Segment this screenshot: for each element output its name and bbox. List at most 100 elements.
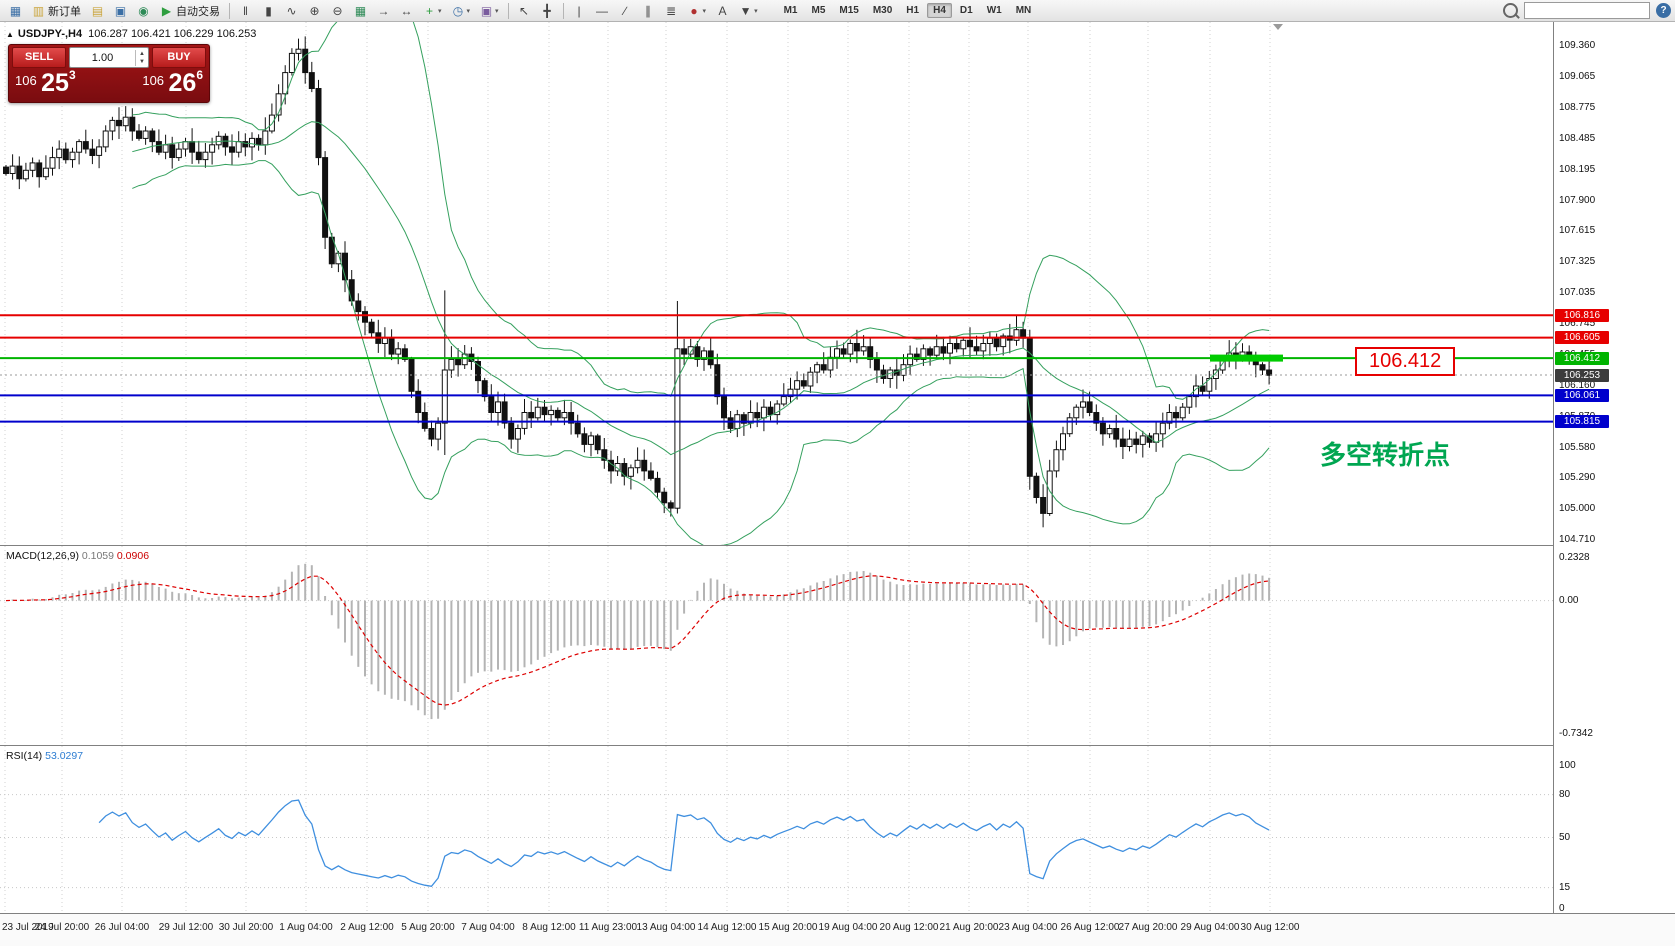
volume-increase-button[interactable]: ▲ — [139, 50, 145, 57]
timeframe-mn-button[interactable]: MN — [1015, 5, 1032, 16]
price-axis-label: 109.360 — [1559, 39, 1596, 51]
dropdown-arrow-icon: ▾ — [466, 7, 471, 15]
autotrading-button[interactable]: ▶ 自动交易 — [156, 1, 224, 21]
timeframe-m1-button[interactable]: M1 — [783, 5, 798, 16]
price-tag: 106.061 — [1555, 388, 1609, 402]
sell-price: 106 253 — [15, 68, 76, 97]
timeframe-w1-button[interactable]: W1 — [986, 5, 1002, 16]
horizontal-line-icon[interactable]: — — [592, 1, 613, 21]
price-axis-label: 108.775 — [1559, 102, 1596, 114]
arrows-icon: ▼ — [739, 3, 752, 18]
buy-button[interactable]: BUY — [152, 47, 206, 68]
time-axis-label: 7 Aug 04:00 — [461, 922, 515, 933]
volume-input[interactable]: 1.00 — [91, 51, 114, 64]
price-axis[interactable]: 109.360 109.065 108.775 108.485 108.195 107.9… — [1553, 22, 1675, 914]
templates-icon: ▣ — [480, 3, 493, 18]
price-axis-label: 108.195 — [1559, 163, 1596, 175]
macd-axis-label: -0.7342 — [1559, 728, 1593, 740]
trendline-icon: ∕ — [624, 3, 627, 18]
bollinger-bands — [132, 22, 1270, 545]
time-axis-label: 30 Jul 20:00 — [218, 922, 274, 933]
timeframe-h4-button[interactable]: H4 — [927, 3, 952, 18]
new-order-button-label: 新订单 — [48, 5, 81, 18]
profiles-icon: ▣ — [114, 3, 127, 18]
main-chart-canvas[interactable] — [0, 22, 1553, 545]
candlestick-icon[interactable]: ▮ — [258, 1, 279, 21]
one-click-toggle-icon[interactable]: ▲ — [6, 30, 14, 39]
toolbar-separator — [507, 2, 509, 19]
toolbar-separator — [562, 2, 564, 19]
time-axis-label: 8 Aug 12:00 — [522, 922, 576, 933]
cursor-icon[interactable]: ↖ — [514, 1, 535, 21]
chart-shift-icon[interactable]: ↔ — [396, 1, 417, 21]
price-tag: 106.412 — [1555, 351, 1609, 365]
line-chart-icon[interactable]: ∿ — [281, 1, 302, 21]
charts-icon[interactable]: ▤ — [87, 1, 108, 21]
app-icon[interactable]: ▦ — [5, 1, 26, 21]
zoom-in-icon: ⊕ — [309, 3, 320, 18]
connection-icon[interactable]: ◉ — [133, 1, 154, 21]
indicators-icon: + — [425, 3, 433, 18]
sell-button[interactable]: SELL — [12, 47, 66, 68]
timeframe-group: M1 M5 M15 M30 H1 H4 D1 W1 MN — [777, 3, 1039, 18]
search-input[interactable] — [1524, 2, 1650, 19]
zoom-in-icon[interactable]: ⊕ — [304, 1, 325, 21]
dropdown-arrow-icon: ▾ — [495, 7, 499, 15]
indicators-icon[interactable]: + ▾ — [419, 1, 446, 21]
price-axis-label: 107.615 — [1559, 225, 1596, 237]
zoom-out-icon[interactable]: ⊖ — [327, 1, 348, 21]
time-axis-label: 26 Aug 12:00 — [1060, 922, 1120, 933]
fibonacci-icon[interactable]: ≣ — [661, 1, 682, 21]
price-axis-label: 107.035 — [1559, 286, 1596, 298]
templates-icon[interactable]: ▣ ▾ — [476, 1, 503, 21]
bar-chart-icon[interactable]: ‖ — [235, 1, 256, 21]
text-icon[interactable]: A — [712, 1, 733, 21]
crosshair-icon[interactable]: ╋ — [537, 1, 558, 21]
zoom-out-icon: ⊖ — [332, 3, 343, 18]
shapes-icon[interactable]: ● ▾ — [684, 1, 711, 21]
price-axis-label: 105.290 — [1559, 472, 1596, 484]
horizontal-level-lines[interactable] — [0, 314, 1553, 423]
price-axis-label: 109.065 — [1559, 71, 1596, 83]
macd-axis-label: 0.00 — [1559, 594, 1579, 606]
timeframe-m5-button[interactable]: M5 — [811, 5, 826, 16]
rsi-canvas[interactable] — [0, 746, 1553, 913]
time-axis-label: 19 Aug 04:00 — [818, 922, 878, 933]
macd-pane: MACD(12,26,9) 0.1059 0.0906 — [0, 545, 1553, 745]
chart-shift-icon: ↔ — [400, 3, 413, 18]
dropdown-arrow-icon: ▾ — [702, 7, 707, 15]
time-axis-label: 30 Aug 12:00 — [1240, 922, 1300, 933]
macd-canvas[interactable] — [0, 546, 1553, 745]
auto-scroll-icon[interactable]: → — [373, 1, 394, 21]
shapes-icon: ● — [690, 3, 698, 18]
dropdown-arrow-icon: ▾ — [754, 7, 758, 15]
price-level-label[interactable]: 106.412 — [1355, 347, 1456, 376]
vertical-line-icon[interactable]: | — [569, 1, 590, 21]
arrows-icon[interactable]: ▼ ▾ — [735, 1, 762, 21]
trendline-icon[interactable]: ∕ — [615, 1, 636, 21]
time-axis-label: 23 Jul 2019 — [2, 922, 54, 933]
timeframe-h1-button[interactable]: H1 — [906, 5, 920, 16]
periods-icon[interactable]: ◷ ▾ — [448, 1, 475, 21]
price-tag: 105.815 — [1555, 415, 1609, 429]
volume-decrease-button[interactable]: ▼ — [139, 58, 145, 65]
channel-icon: ∥ — [645, 3, 652, 18]
chart-shift-marker[interactable] — [1273, 24, 1283, 30]
auto-scroll-icon: → — [377, 3, 390, 18]
help-icon[interactable]: ? — [1656, 3, 1671, 18]
timeframe-d1-button[interactable]: D1 — [959, 5, 973, 16]
profiles-icon[interactable]: ▣ — [110, 1, 131, 21]
turning-point-annotation: 多空转折点 — [1320, 441, 1451, 471]
autotrading-button-label: 自动交易 — [176, 5, 220, 18]
buy-price: 106 266 — [142, 68, 203, 97]
time-axis[interactable]: 23 Jul 2019 24 Jul 20:00 26 Jul 04:00 29 Ju… — [0, 913, 1675, 946]
timeframe-m30-button[interactable]: M30 — [872, 5, 893, 16]
search-icon[interactable] — [1503, 3, 1518, 18]
cursor-icon: ↖ — [519, 3, 530, 18]
timeframe-m15-button[interactable]: M15 — [839, 5, 859, 16]
tile-windows-icon[interactable]: ▦ — [350, 1, 371, 21]
new-order-button[interactable]: ▥ 新订单 — [28, 1, 85, 21]
channel-icon[interactable]: ∥ — [638, 1, 659, 21]
one-click-trading-panel: SELL 1.00 ▲ ▼ BUY 106 253 106 266 — [8, 44, 210, 103]
rsi-axis-label: 50 — [1559, 831, 1571, 843]
